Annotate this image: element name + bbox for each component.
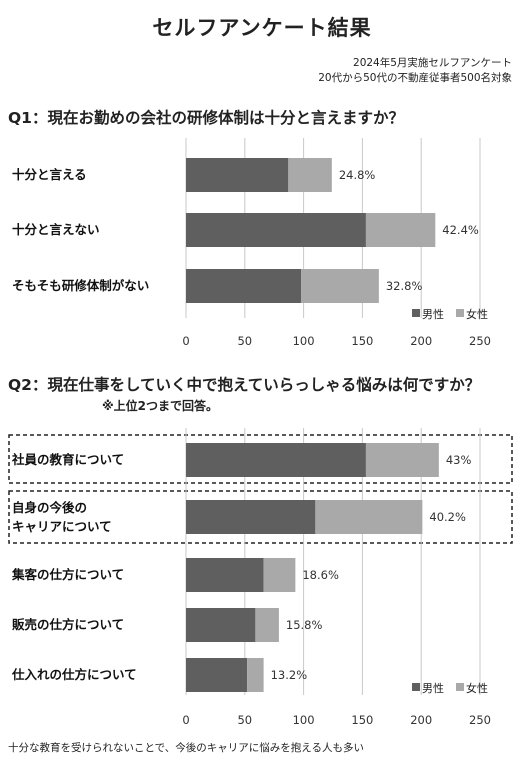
legend-label-male: 男性 <box>422 307 444 321</box>
highlight-box-1 <box>8 434 513 484</box>
category-label: 十分と言えない <box>12 222 100 237</box>
survey-target-note: 20代から50代の不動産従事者500名対象 <box>318 72 512 84</box>
q2-title: Q2：現在仕事をしていく中で抱えていらっしゃる悩みは何ですか？ <box>8 376 481 394</box>
bar-female <box>365 443 439 477</box>
legend-swatch-male <box>412 309 420 317</box>
legend-label-female: 女性 <box>466 307 488 321</box>
category-label: 十分と言える <box>12 167 87 182</box>
category-label: 集客の仕方について <box>11 567 124 582</box>
bar-female <box>301 269 379 303</box>
bar-female <box>263 558 296 592</box>
bar-male <box>186 608 256 642</box>
legend-label-male: 男性 <box>422 681 444 695</box>
footer-note: 十分な教育を受けられないことで、今後のキャリアに悩みを抱える人も多い <box>8 742 364 754</box>
bar-male <box>186 158 289 192</box>
data-label: 15.8% <box>286 618 323 632</box>
bar-female <box>365 213 436 247</box>
bar-male <box>186 213 366 247</box>
bar-male <box>186 658 248 692</box>
x-tick-label: 250 <box>469 334 491 348</box>
q1-title: Q1：現在お勤めの会社の研修体制は十分と言えますか？ <box>8 109 404 127</box>
x-tick-label: 150 <box>351 713 373 727</box>
page-title: セルフアンケート結果 <box>152 16 372 40</box>
data-label: 42.4% <box>442 223 479 237</box>
survey-date-note: 2024年5月実施セルフアンケート <box>353 57 512 69</box>
data-label: 24.8% <box>339 168 376 182</box>
legend-swatch-female <box>456 309 464 317</box>
x-tick-label: 200 <box>410 334 432 348</box>
bar-male <box>186 500 316 534</box>
x-tick-label: 50 <box>237 334 252 348</box>
category-label: 自身の今後のキャリアについて <box>12 500 112 534</box>
x-tick-label: 100 <box>293 334 315 348</box>
category-label: そもそも研修体制がない <box>12 278 149 293</box>
bar-female <box>247 658 264 692</box>
x-tick-label: 200 <box>410 713 432 727</box>
category-label: 社員の教育について <box>11 452 124 467</box>
legend-swatch-female <box>456 683 464 691</box>
legend-label-female: 女性 <box>466 681 488 695</box>
x-tick-label: 100 <box>293 713 315 727</box>
data-label: 13.2% <box>271 668 308 682</box>
x-tick-label: 0 <box>182 713 189 727</box>
x-tick-label: 150 <box>351 334 373 348</box>
data-label: 40.2% <box>429 510 466 524</box>
bar-male <box>186 558 264 592</box>
data-label: 32.8% <box>386 279 423 293</box>
bar-male <box>186 443 366 477</box>
x-tick-label: 250 <box>469 713 491 727</box>
highlight-box-2 <box>8 490 513 544</box>
x-tick-label: 50 <box>237 713 252 727</box>
data-label: 18.6% <box>302 568 339 582</box>
x-tick-label: 0 <box>182 334 189 348</box>
bar-female <box>255 608 279 642</box>
q2-subtitle: ※上位2つまで回答。 <box>102 399 219 413</box>
category-label: 販売の仕方について <box>12 617 124 632</box>
bar-female <box>315 500 423 534</box>
bar-female <box>288 158 332 192</box>
legend-swatch-male <box>412 683 420 691</box>
bar-male <box>186 269 302 303</box>
data-label: 43% <box>446 453 472 467</box>
category-label: 仕入れの仕方について <box>11 667 137 682</box>
